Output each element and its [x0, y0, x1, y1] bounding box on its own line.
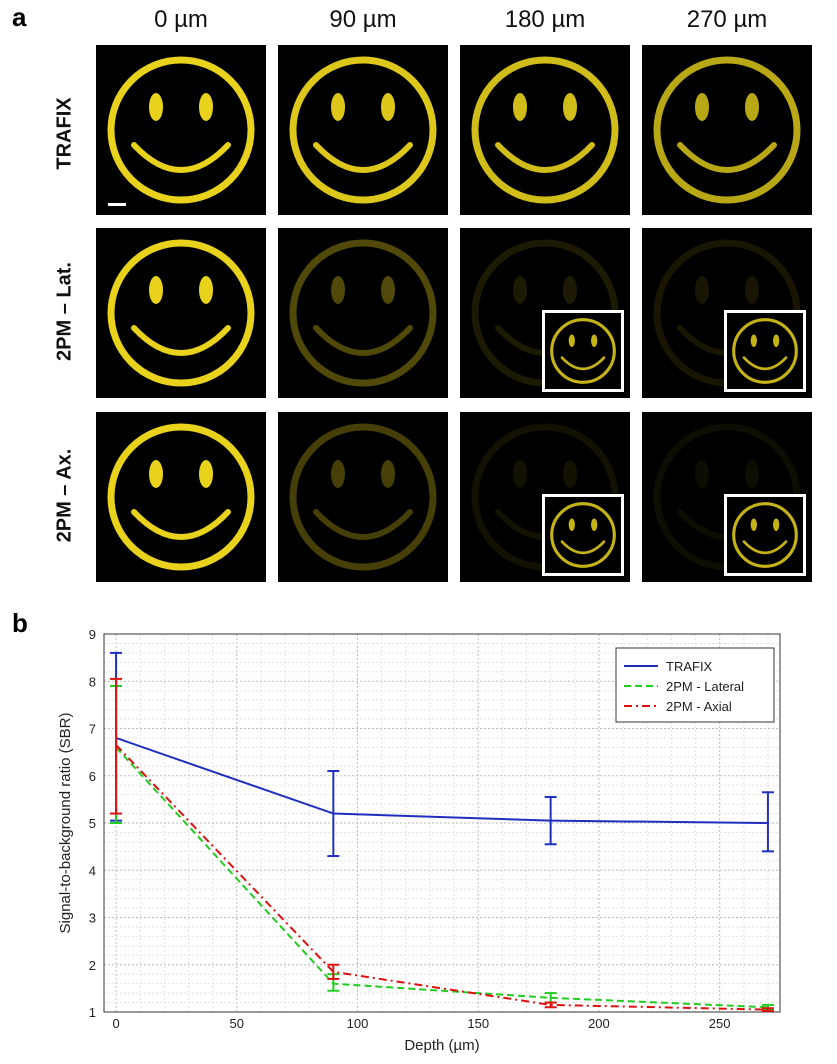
image-tile — [96, 228, 266, 398]
error-bar — [327, 963, 340, 980]
scale-bar — [108, 203, 126, 206]
y-tick-label: 9 — [89, 627, 96, 642]
smiley-image — [460, 45, 630, 215]
chart-grid — [104, 633, 780, 1013]
smiley-image — [278, 45, 448, 215]
row-label-2pm-axial: 2PM – Ax. — [53, 448, 76, 543]
image-tile — [642, 228, 812, 398]
x-axis-label: Depth (µm) — [404, 1037, 479, 1054]
y-tick-label: 7 — [89, 722, 96, 737]
series-line — [115, 737, 768, 824]
x-tick-label: 150 — [467, 1016, 489, 1031]
smiley-image — [96, 45, 266, 215]
legend-label: 2PM - Lateral — [666, 679, 744, 694]
x-tick-label: 200 — [588, 1016, 610, 1031]
y-tick-label: 1 — [89, 1005, 96, 1020]
image-tile — [278, 412, 448, 582]
smiley-image — [278, 412, 448, 582]
x-tick-label: 250 — [709, 1016, 731, 1031]
row-label-trafix: TRAFIX — [53, 97, 76, 170]
y-tick-label: 2 — [89, 958, 96, 973]
column-header-0: 0 µm — [154, 6, 208, 33]
error-bar — [761, 791, 774, 853]
axis-ticks: 0 50 100 150 200 250 1 2 3 4 5 6 7 8 9 — [89, 627, 731, 1031]
chart-legend: TRAFIX 2PM - Lateral 2PM - Axial — [615, 647, 775, 723]
x-tick-label: 100 — [347, 1016, 369, 1031]
image-tile — [96, 45, 266, 215]
smiley-image — [96, 412, 266, 582]
series-line — [115, 746, 768, 1009]
image-tile — [642, 45, 812, 215]
y-tick-label: 6 — [89, 769, 96, 784]
inset-smiley-image — [727, 497, 803, 573]
plot-frame — [103, 633, 781, 1013]
y-tick-label: 8 — [89, 674, 96, 689]
smiley-image — [96, 228, 266, 398]
image-tile — [96, 412, 266, 582]
row-label-2pm-lateral: 2PM – Lat. — [53, 262, 76, 361]
image-tile — [460, 45, 630, 215]
inset-smiley-image — [545, 497, 621, 573]
y-tick-label: 5 — [89, 816, 96, 831]
image-tile — [278, 228, 448, 398]
smiley-image — [278, 228, 448, 398]
panel-b-letter: b — [12, 608, 28, 638]
sbr-line-chart: 0 50 100 150 200 250 1 2 3 4 5 6 7 8 9 Signal-to-backg… — [57, 627, 781, 1054]
chart-series — [110, 651, 774, 1013]
inset-image — [724, 494, 806, 576]
error-bar — [544, 796, 557, 846]
image-tile — [278, 45, 448, 215]
image-tile — [460, 228, 630, 398]
column-header-180: 180 µm — [504, 6, 586, 33]
y-tick-label: 3 — [89, 911, 96, 926]
error-bar — [110, 677, 123, 815]
inset-image — [542, 310, 624, 392]
y-axis-label: Signal-to-background ratio (SBR) — [57, 713, 74, 934]
column-header-90: 90 µm — [329, 6, 397, 33]
column-header-270: 270 µm — [686, 6, 768, 33]
inset-smiley-image — [727, 313, 803, 389]
legend-label: TRAFIX — [666, 659, 713, 674]
inset-image — [542, 494, 624, 576]
inset-smiley-image — [545, 313, 621, 389]
error-bar — [761, 1007, 774, 1013]
smiley-image — [642, 45, 812, 215]
y-tick-label: 4 — [89, 863, 96, 878]
legend-label: 2PM - Axial — [666, 699, 732, 714]
series-line — [115, 744, 768, 1011]
error-bar — [544, 1001, 557, 1009]
inset-image — [724, 310, 806, 392]
panel-a-letter: a — [12, 2, 27, 32]
image-tile — [460, 412, 630, 582]
x-tick-label: 50 — [230, 1016, 244, 1031]
error-bar — [327, 770, 340, 858]
image-tile — [642, 412, 812, 582]
x-tick-label: 0 — [112, 1016, 119, 1031]
